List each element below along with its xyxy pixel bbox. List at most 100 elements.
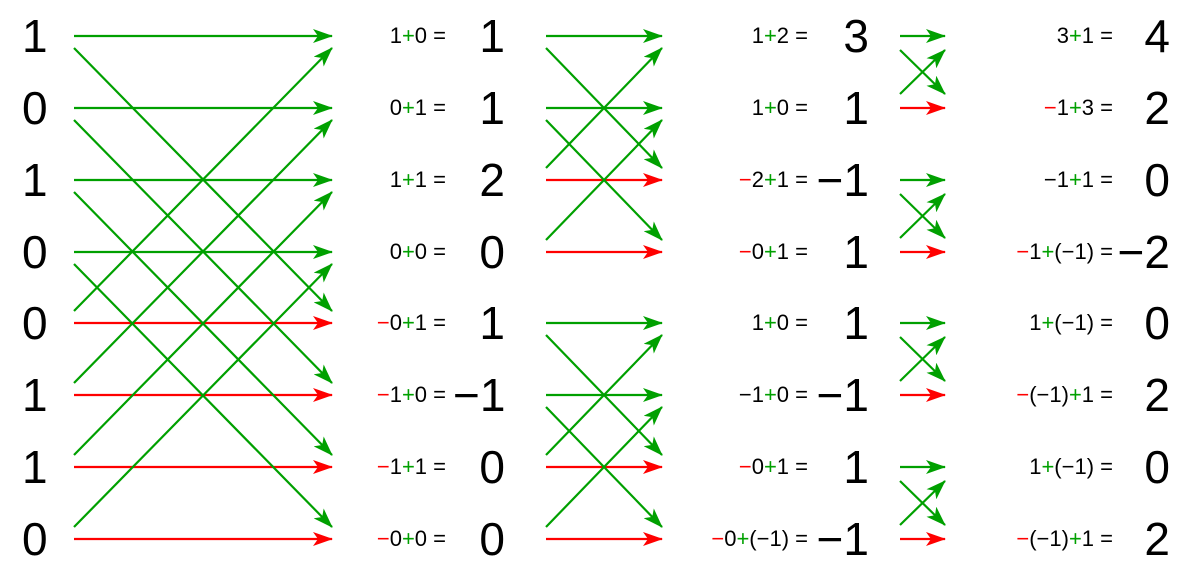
plus-sign: + — [401, 310, 415, 335]
plus-sign: + — [763, 382, 777, 407]
equation-term: 1 — [389, 167, 402, 192]
stage2-result: 1 — [843, 82, 869, 134]
plus-sign: + — [763, 239, 777, 264]
stage2-result: −1 — [816, 369, 869, 421]
stage2-equation: −1+0 = — [739, 384, 808, 406]
stage3-result: 4 — [1144, 10, 1170, 62]
stage2-result: 1 — [843, 441, 869, 493]
stage2-result: −1 — [816, 513, 869, 565]
input-value: 0 — [22, 297, 48, 349]
equation-term: 0 — [751, 454, 764, 479]
minus-sign: − — [1016, 239, 1030, 264]
equation-term: 2 = — [776, 23, 808, 48]
stage3-equation: −1+(−1) = — [1016, 241, 1113, 263]
equation-term: 1 — [1029, 454, 1042, 479]
minus-sign: − — [1016, 382, 1030, 407]
equation-term: 1 = — [414, 310, 446, 335]
minus-sign: − — [376, 382, 390, 407]
input-value: 1 — [22, 10, 48, 62]
input-value: 0 — [22, 513, 48, 565]
stage3-equation: −1+1 = — [1044, 169, 1113, 191]
stage1-equation: 1+0 = — [390, 25, 446, 47]
stage2-equation: −0+1 = — [739, 241, 808, 263]
plus-sign: + — [1068, 167, 1082, 192]
stage1-result: 0 — [479, 441, 505, 493]
equation-term: 1 — [1029, 239, 1042, 264]
equation-term: 0 = — [776, 95, 808, 120]
stage1-result: 0 — [479, 226, 505, 278]
equation-term: (−1) — [1029, 526, 1069, 551]
equation-term: 1 = — [414, 454, 446, 479]
stage3-arrow-7-to-6 — [899, 480, 946, 526]
input-value: 0 — [22, 226, 48, 278]
minus-sign: − — [738, 239, 752, 264]
stage1-result: 1 — [479, 82, 505, 134]
stage2-equation: 1+0 = — [752, 312, 808, 334]
stage2-result: −1 — [816, 154, 869, 206]
plus-sign: + — [1068, 95, 1082, 120]
equation-term: 0 — [751, 239, 764, 264]
plus-sign: + — [1068, 23, 1082, 48]
stage1-result: 1 — [479, 10, 505, 62]
stage2-arrow-3-to-1 — [545, 119, 663, 241]
minus-sign: − — [738, 454, 752, 479]
plus-sign: + — [401, 167, 415, 192]
plus-sign: + — [763, 454, 777, 479]
stage2-result: 1 — [843, 226, 869, 278]
equation-term: 1 — [1029, 310, 1042, 335]
stage1-equation: −0+0 = — [377, 528, 446, 550]
equation-term: 3 = — [1081, 95, 1113, 120]
plus-sign: + — [763, 310, 777, 335]
plus-sign: + — [1068, 382, 1082, 407]
equation-term: 0 = — [414, 526, 446, 551]
stage3-arrow-3-to-2 — [899, 193, 946, 239]
equation-term: 1 = — [414, 95, 446, 120]
equation-term: 1 — [751, 23, 764, 48]
stage3-equation: −(−1)+1 = — [1016, 528, 1113, 550]
stage3-result: 0 — [1144, 297, 1170, 349]
stage1-arrow-6-to-2 — [73, 191, 333, 456]
equation-term: −1 — [738, 382, 764, 407]
stage3-arrow-1-to-0 — [899, 49, 946, 95]
stage1-equation: 1+1 = — [390, 169, 446, 191]
stage1-arrow-7-to-3 — [73, 263, 333, 528]
equation-term: (−1) — [1029, 382, 1069, 407]
equation-term: 1 = — [1081, 23, 1113, 48]
plus-sign: + — [763, 23, 777, 48]
equation-term: 1 = — [1081, 526, 1113, 551]
equation-term: 1 = — [1081, 167, 1113, 192]
equation-term: 1 — [389, 23, 402, 48]
plus-sign: + — [401, 239, 415, 264]
stage3-equation: −1+3 = — [1044, 97, 1113, 119]
stage3-result: 0 — [1144, 441, 1170, 493]
minus-sign: − — [1016, 526, 1030, 551]
equation-term: 0 — [389, 95, 402, 120]
equation-term: −1 — [1043, 167, 1069, 192]
plus-sign: + — [736, 526, 750, 551]
equation-term: 1 — [389, 454, 402, 479]
plus-sign: + — [1068, 526, 1082, 551]
equation-term: 0 — [389, 526, 402, 551]
stage2-result: 1 — [843, 297, 869, 349]
equation-term: 2 — [751, 167, 764, 192]
stage3-result: 0 — [1144, 154, 1170, 206]
minus-sign: − — [376, 526, 390, 551]
stage2-equation: −0+(−1) = — [711, 528, 808, 550]
equation-term: 3 — [1056, 23, 1069, 48]
minus-sign: − — [711, 526, 725, 551]
stage2-equation: 1+0 = — [752, 97, 808, 119]
input-value: 1 — [22, 154, 48, 206]
equation-term: (−1) = — [1054, 239, 1113, 264]
equation-term: 0 = — [414, 382, 446, 407]
equation-term: 1 — [389, 382, 402, 407]
equation-term: 1 = — [1081, 382, 1113, 407]
stage1-equation: 0+1 = — [390, 97, 446, 119]
plus-sign: + — [763, 167, 777, 192]
equation-term: 1 = — [776, 167, 808, 192]
equation-term: 1 — [1056, 95, 1069, 120]
stage3-equation: 3+1 = — [1057, 25, 1113, 47]
input-value: 1 — [22, 369, 48, 421]
stage1-result: 1 — [479, 297, 505, 349]
